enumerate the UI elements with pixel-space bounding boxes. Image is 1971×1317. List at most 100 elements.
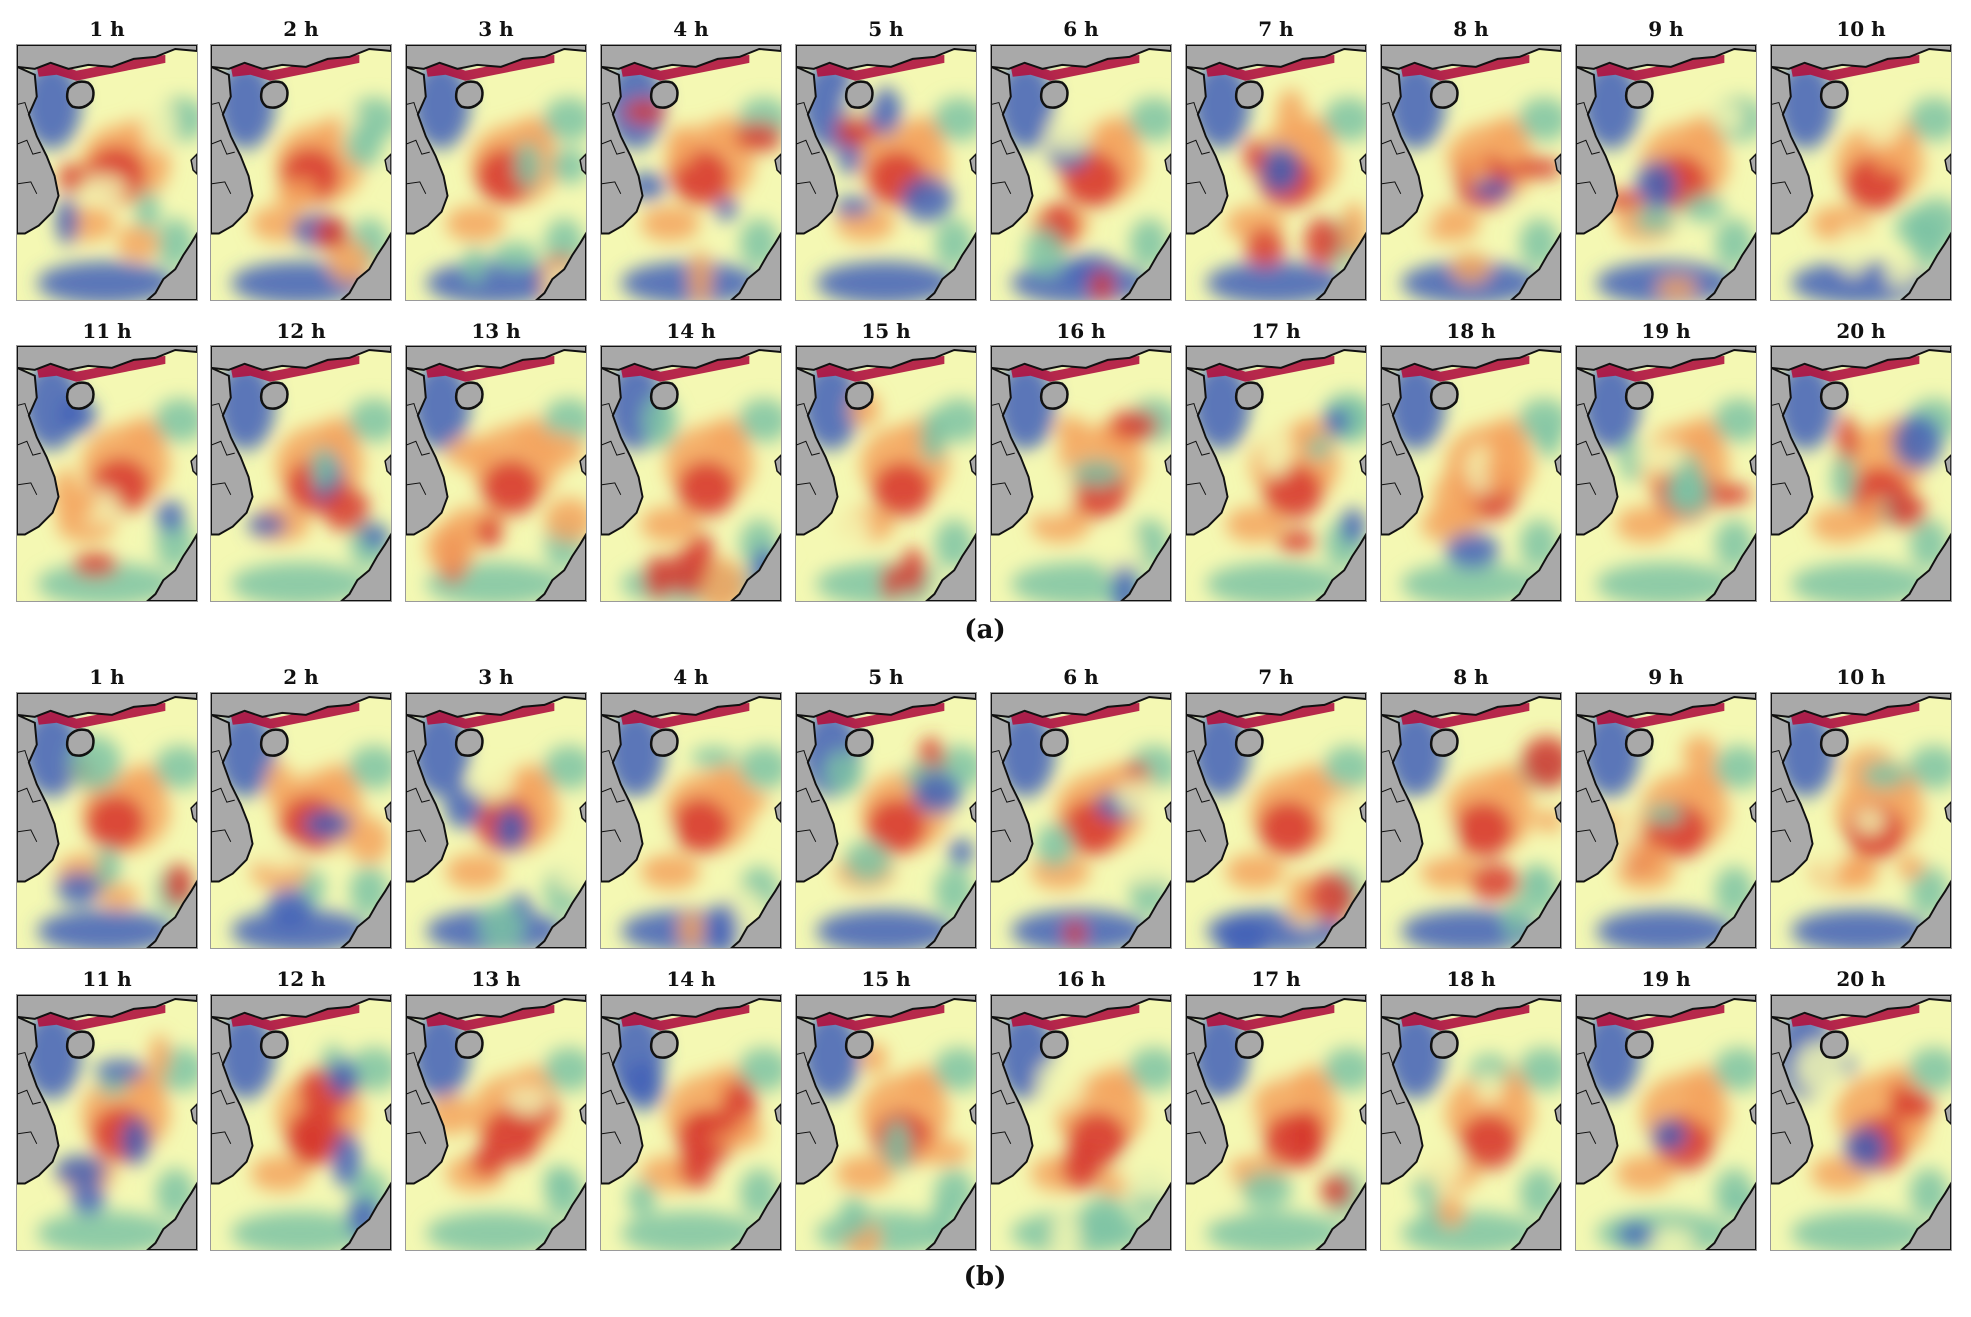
field-layer — [21, 707, 197, 948]
panel-title: 7 h — [1258, 665, 1294, 689]
hainan-island — [1624, 728, 1654, 757]
panel-title: 7 h — [1258, 17, 1294, 41]
hainan-island — [65, 1030, 95, 1059]
panel-title: 18 h — [1446, 967, 1496, 991]
land-south-east — [1120, 231, 1171, 300]
land-south-east — [1900, 1181, 1951, 1250]
land-south-east — [146, 879, 197, 948]
coastal-high-strip — [1205, 355, 1335, 382]
map-panel — [1575, 692, 1757, 949]
map-panel — [600, 345, 782, 602]
land-north — [1186, 995, 1366, 1020]
map-panel — [1380, 994, 1562, 1251]
land-south-east — [1315, 532, 1366, 601]
map-panel — [16, 994, 198, 1251]
panel-title: 13 h — [471, 319, 521, 343]
panel-title: 9 h — [1648, 665, 1684, 689]
map-panel — [1770, 345, 1952, 602]
land-south-east — [1705, 231, 1756, 300]
panel-title: 8 h — [1453, 665, 1489, 689]
coastal-high-strip — [620, 702, 750, 729]
field-layer — [215, 360, 391, 601]
land-south-east — [1900, 532, 1951, 601]
coastal-high-strip — [1790, 355, 1920, 382]
land-north — [991, 45, 1171, 70]
coastal-high-strip — [620, 1004, 750, 1031]
coastal-high-strip — [1790, 54, 1920, 81]
coastal-high-strip — [1010, 355, 1140, 382]
map-panel — [990, 692, 1172, 949]
land-south-east — [730, 532, 781, 601]
field-layer — [995, 59, 1171, 300]
coastal-high-strip — [620, 355, 750, 382]
land-south-east — [340, 532, 391, 601]
map-panel — [990, 345, 1172, 602]
panel-title: 1 h — [89, 17, 125, 41]
coastal-high-strip — [620, 54, 750, 81]
land-north — [211, 45, 391, 70]
hainan-island — [1624, 1030, 1654, 1059]
hainan-island — [1234, 728, 1264, 757]
panel-title: 10 h — [1836, 17, 1886, 41]
field-layer — [995, 707, 1171, 948]
panel-title: 2 h — [283, 17, 319, 41]
panel-title: 14 h — [666, 967, 716, 991]
field-layer — [1190, 1009, 1366, 1250]
hainan-island — [1429, 1030, 1459, 1059]
land-north — [406, 346, 586, 371]
field-layer — [1580, 1009, 1756, 1250]
hainan-island — [259, 1030, 289, 1059]
panel-title: 14 h — [666, 319, 716, 343]
map-panel — [1185, 692, 1367, 949]
panel-title: 3 h — [478, 665, 514, 689]
coastal-high-strip — [425, 54, 555, 81]
panel-title: 5 h — [868, 665, 904, 689]
land-south-east — [1120, 1181, 1171, 1250]
map-panel — [1770, 692, 1952, 949]
map-panel — [795, 345, 977, 602]
hainan-island — [1234, 1030, 1264, 1059]
field-layer — [1775, 707, 1951, 948]
panel-title: 4 h — [673, 17, 709, 41]
land-south-east — [1510, 1181, 1561, 1250]
land-north — [796, 45, 976, 70]
coastal-high-strip — [230, 1004, 360, 1031]
panel-title: 15 h — [861, 319, 911, 343]
coastal-high-strip — [815, 1004, 945, 1031]
hainan-island — [1819, 80, 1849, 109]
land-north — [1576, 45, 1756, 70]
coastal-high-strip — [815, 702, 945, 729]
panel-title: 18 h — [1446, 319, 1496, 343]
panel-title: 9 h — [1648, 17, 1684, 41]
panel-title: 2 h — [283, 665, 319, 689]
land-north — [406, 45, 586, 70]
land-north — [1186, 45, 1366, 70]
field-layer — [1190, 360, 1366, 601]
field-layer — [1775, 59, 1951, 300]
hainan-island — [649, 728, 679, 757]
coastal-high-strip — [1595, 702, 1725, 729]
land-north — [991, 346, 1171, 371]
hainan-island — [1039, 381, 1069, 410]
field-layer — [800, 1009, 976, 1250]
panel-title: 16 h — [1056, 319, 1106, 343]
panel-title: 12 h — [276, 967, 326, 991]
map-panel — [1575, 345, 1757, 602]
map-panel — [1770, 44, 1952, 301]
coastal-high-strip — [230, 702, 360, 729]
land-north — [17, 346, 197, 371]
map-panel — [405, 692, 587, 949]
coastal-high-strip — [425, 1004, 555, 1031]
panel-title: 6 h — [1063, 665, 1099, 689]
land-north — [1771, 693, 1951, 718]
field-layer — [1190, 707, 1366, 948]
hainan-island — [65, 728, 95, 757]
map-panel — [210, 345, 392, 602]
land-south-east — [1900, 879, 1951, 948]
field-layer — [1385, 360, 1561, 601]
land-south-east — [730, 1181, 781, 1250]
field-layer — [800, 707, 976, 948]
hainan-island — [844, 1030, 874, 1059]
field-layer — [410, 707, 586, 948]
land-north — [1381, 45, 1561, 70]
